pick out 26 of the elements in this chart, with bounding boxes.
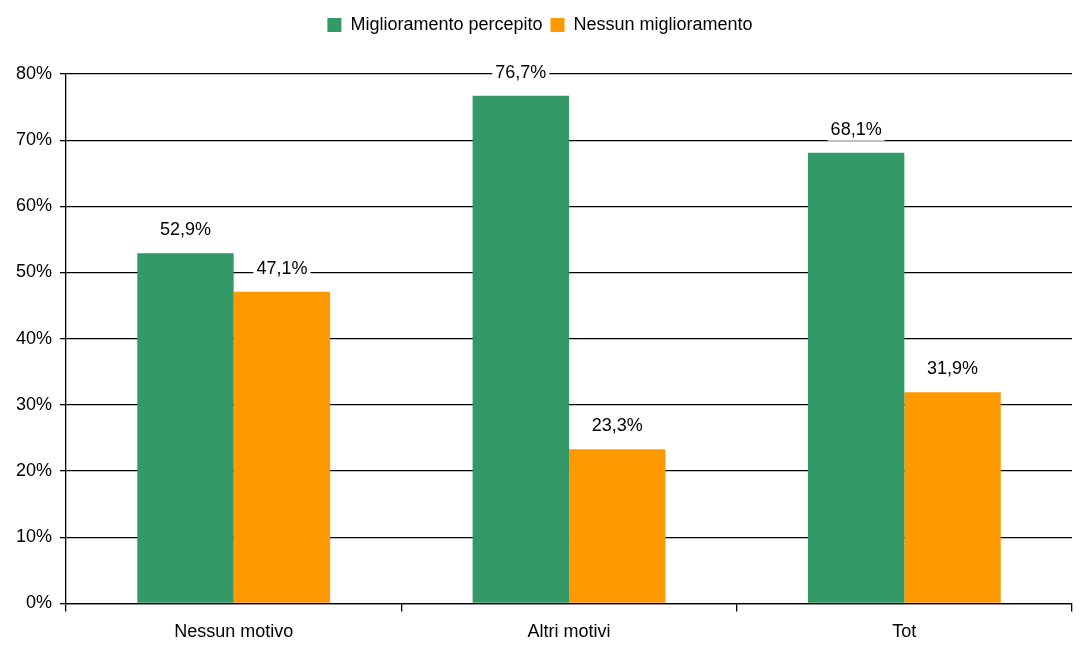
y-tick-label: 40%: [16, 327, 53, 348]
data-label: 47,1%: [256, 257, 308, 278]
bar: [137, 253, 234, 603]
data-label: 31,9%: [927, 358, 979, 379]
bar: [233, 291, 331, 603]
x-tick-label: Tot: [892, 621, 917, 642]
data-label: 76,7%: [495, 61, 547, 82]
y-tick-label: 0%: [26, 592, 53, 613]
bar: [472, 95, 570, 603]
y-tick-label: 50%: [16, 261, 53, 282]
x-tick-label: Altri motivi: [527, 621, 611, 642]
y-tick-label: 10%: [16, 526, 53, 547]
data-label: 52,9%: [159, 219, 212, 240]
data-label: 68,1%: [830, 118, 882, 139]
bar: [904, 392, 1001, 603]
y-tick-label: 70%: [16, 129, 53, 150]
bar: [807, 152, 905, 603]
bar: [569, 449, 666, 603]
legend-label: Nessun miglioramento: [573, 13, 753, 34]
y-tick-label: 30%: [16, 393, 53, 414]
legend-label: Miglioramento percepito: [350, 13, 543, 34]
x-tick-label: Nessun motivo: [174, 621, 294, 642]
y-tick-label: 60%: [16, 195, 53, 216]
data-label: 23,3%: [591, 415, 643, 436]
y-tick-label: 80%: [16, 62, 53, 83]
y-tick-label: 20%: [16, 460, 53, 481]
